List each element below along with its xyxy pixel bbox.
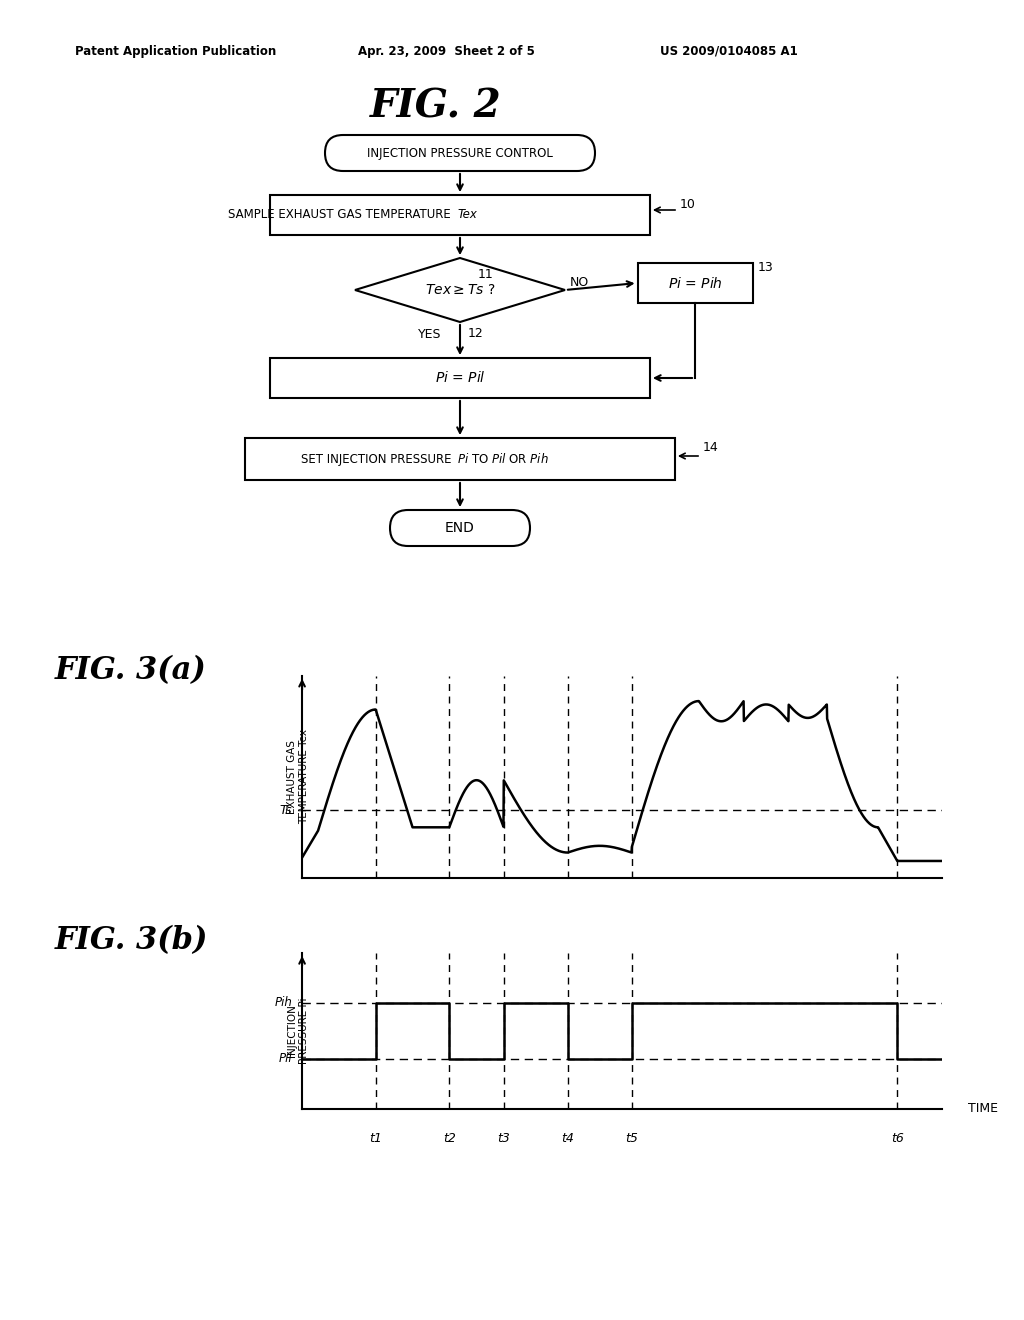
FancyBboxPatch shape (390, 510, 530, 546)
Text: t6: t6 (891, 1133, 904, 1146)
Text: Patent Application Publication: Patent Application Publication (75, 45, 276, 58)
Text: FIG. 3(a): FIG. 3(a) (55, 655, 207, 686)
Text: Ts: Ts (280, 804, 293, 817)
Text: SAMPLE EXHAUST GAS TEMPERATURE: SAMPLE EXHAUST GAS TEMPERATURE (228, 209, 455, 222)
Text: Tex: Tex (457, 209, 477, 222)
Text: Pih: Pih (274, 997, 293, 1010)
Text: US 2009/0104085 A1: US 2009/0104085 A1 (660, 45, 798, 58)
Text: $\it{Pi}$ = $\it{Pih}$: $\it{Pi}$ = $\it{Pih}$ (668, 276, 722, 290)
Text: YES: YES (418, 327, 441, 341)
Text: t3: t3 (498, 1133, 510, 1146)
Y-axis label: INJECTION
PRESSURE Pi: INJECTION PRESSURE Pi (287, 998, 308, 1064)
Text: $\it{Tex}$$\geq$$\it{Ts}$ ?: $\it{Tex}$$\geq$$\it{Ts}$ ? (425, 282, 496, 297)
Text: NO: NO (570, 276, 589, 289)
Bar (270, 358, 650, 399)
Text: t2: t2 (442, 1133, 456, 1146)
Text: 11: 11 (478, 268, 494, 281)
Bar (270, 195, 650, 235)
Text: 14: 14 (703, 441, 719, 454)
Text: t5: t5 (626, 1133, 638, 1146)
Text: Pil: Pil (279, 1052, 293, 1065)
Text: $\it{Pi}$ = $\it{Pil}$: $\it{Pi}$ = $\it{Pil}$ (434, 371, 485, 385)
Text: 12: 12 (468, 327, 483, 341)
Polygon shape (355, 257, 565, 322)
Bar (638, 263, 753, 304)
Text: SET INJECTION PRESSURE: SET INJECTION PRESSURE (301, 453, 455, 466)
Text: INJECTION PRESSURE CONTROL: INJECTION PRESSURE CONTROL (367, 147, 553, 160)
FancyBboxPatch shape (325, 135, 595, 172)
Text: TIME: TIME (968, 1102, 997, 1115)
Text: t4: t4 (561, 1133, 574, 1146)
Text: 13: 13 (758, 261, 773, 275)
Text: FIG. 3(b): FIG. 3(b) (55, 925, 208, 956)
Text: $\it{Pi}$ TO $\it{Pil}$ OR $\it{Pih}$: $\it{Pi}$ TO $\it{Pil}$ OR $\it{Pih}$ (457, 451, 549, 466)
Text: Apr. 23, 2009  Sheet 2 of 5: Apr. 23, 2009 Sheet 2 of 5 (358, 45, 535, 58)
Text: t1: t1 (370, 1133, 382, 1146)
Bar (245, 438, 675, 480)
Text: END: END (445, 521, 475, 535)
Y-axis label: EXHAUST GAS
TEMPERATURE Tex: EXHAUST GAS TEMPERATURE Tex (287, 730, 308, 824)
Text: 10: 10 (680, 198, 696, 211)
Text: FIG. 2: FIG. 2 (370, 88, 502, 125)
